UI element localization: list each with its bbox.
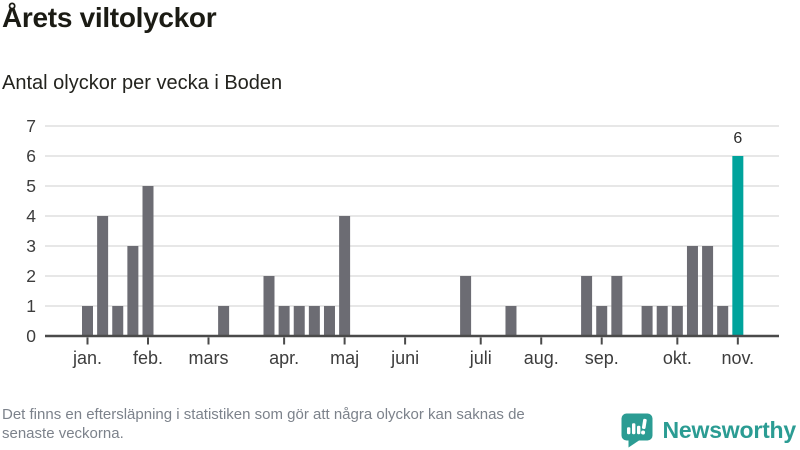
footnote-line: senaste veckorna. (2, 425, 124, 443)
bar (339, 216, 351, 336)
y-axis-tick-label: 4 (26, 206, 36, 226)
x-axis-tick-label: apr. (269, 348, 299, 368)
bar-highlighted (732, 156, 744, 336)
newsworthy-logo-icon (620, 412, 655, 448)
y-axis-tick-label: 5 (26, 176, 36, 196)
newsworthy-logo: Newsworthy (620, 412, 796, 448)
y-axis-tick-label: 0 (26, 326, 36, 346)
y-axis-tick-label: 6 (26, 146, 36, 166)
bar (142, 186, 154, 336)
y-axis-tick-label: 7 (26, 116, 36, 136)
footnote-line: Det finns en eftersläpning i statistiken… (2, 406, 525, 423)
x-axis-tick-label: maj (330, 348, 359, 368)
x-axis-tick-label: mars (188, 348, 228, 368)
bar (641, 306, 653, 336)
bar (581, 276, 593, 336)
bar (293, 306, 305, 336)
bar-chart-canvas: 0 1 2 3 4 5 6 7 jan. feb. mars apr. maj juni juli aug. s… (26, 116, 779, 368)
bar (656, 306, 668, 336)
bar (263, 276, 275, 336)
bar (460, 276, 472, 336)
bar (112, 306, 124, 336)
x-axis-tick-label: juli (469, 348, 492, 368)
bar (671, 306, 683, 336)
newsworthy-logo-text: Newsworthy (662, 416, 797, 443)
bar (127, 246, 139, 336)
x-axis-tick-label: juni (390, 348, 419, 368)
bar (702, 246, 714, 336)
bar-chart: 0 1 2 3 4 5 6 7 jan. feb. mars apr. maj juni juli aug. s… (0, 110, 800, 382)
bar (686, 246, 698, 336)
bar (611, 276, 623, 336)
footnote: Det finns en eftersläpning i statistiken… (2, 405, 525, 443)
y-axis-tick-label: 1 (26, 296, 36, 316)
bar (308, 306, 320, 336)
bar (218, 306, 230, 336)
x-axis-tick-label: sep. (585, 348, 619, 368)
bar (97, 216, 109, 336)
page-title: Årets viltolyckor (2, 2, 217, 33)
chart-subtitle: Antal olyckor per vecka i Boden (2, 72, 283, 94)
x-axis-tick-label: okt. (663, 348, 692, 368)
y-axis-tick-label: 3 (26, 236, 36, 256)
bar (717, 306, 729, 336)
bar (278, 306, 290, 336)
value-label: 6 (733, 130, 742, 147)
bar (323, 306, 335, 336)
y-axis-tick-label: 2 (26, 266, 36, 286)
x-axis-tick-label: feb. (133, 348, 163, 368)
bar (82, 306, 93, 336)
x-axis-tick-label: nov. (721, 348, 754, 368)
x-axis-tick-label: aug. (524, 348, 559, 368)
bar (505, 306, 517, 336)
bar (596, 306, 608, 336)
x-axis-tick-label: jan. (72, 348, 102, 368)
